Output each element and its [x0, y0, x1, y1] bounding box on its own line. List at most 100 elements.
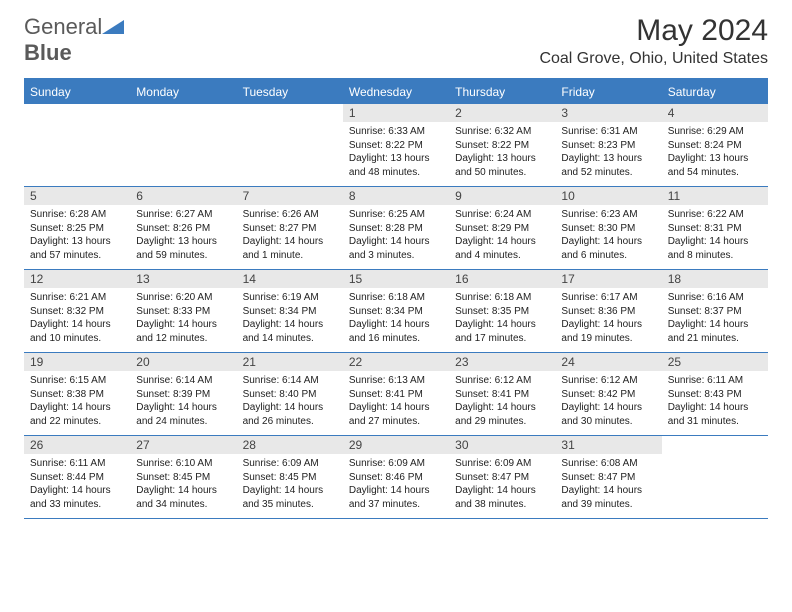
weekday-header: Sunday Monday Tuesday Wednesday Thursday… — [24, 80, 768, 104]
day-number: 28 — [237, 436, 343, 454]
weekday-label: Sunday — [24, 80, 130, 104]
day-number: 20 — [130, 353, 236, 371]
day-details — [237, 122, 343, 129]
day-number: 25 — [662, 353, 768, 371]
weekday-label: Tuesday — [237, 80, 343, 104]
weekday-label: Saturday — [662, 80, 768, 104]
day-number: 26 — [24, 436, 130, 454]
calendar-cell: 12Sunrise: 6:21 AMSunset: 8:32 PMDayligh… — [24, 270, 130, 352]
calendar-cell: 25Sunrise: 6:11 AMSunset: 8:43 PMDayligh… — [662, 353, 768, 435]
weekday-label: Monday — [130, 80, 236, 104]
calendar-cell — [24, 104, 130, 186]
day-number — [662, 436, 768, 454]
day-number: 10 — [555, 187, 661, 205]
calendar-cell: 1Sunrise: 6:33 AMSunset: 8:22 PMDaylight… — [343, 104, 449, 186]
page-title: May 2024 — [539, 14, 768, 48]
logo-part2: Blue — [24, 40, 72, 65]
day-details — [24, 122, 130, 129]
day-details — [130, 122, 236, 129]
day-details: Sunrise: 6:18 AMSunset: 8:34 PMDaylight:… — [343, 288, 449, 349]
calendar-cell — [662, 436, 768, 518]
calendar-cell: 7Sunrise: 6:26 AMSunset: 8:27 PMDaylight… — [237, 187, 343, 269]
day-details: Sunrise: 6:14 AMSunset: 8:39 PMDaylight:… — [130, 371, 236, 432]
day-details: Sunrise: 6:33 AMSunset: 8:22 PMDaylight:… — [343, 122, 449, 183]
day-number: 18 — [662, 270, 768, 288]
calendar-cell: 2Sunrise: 6:32 AMSunset: 8:22 PMDaylight… — [449, 104, 555, 186]
day-details: Sunrise: 6:12 AMSunset: 8:41 PMDaylight:… — [449, 371, 555, 432]
calendar-cell: 6Sunrise: 6:27 AMSunset: 8:26 PMDaylight… — [130, 187, 236, 269]
day-number: 23 — [449, 353, 555, 371]
day-number: 15 — [343, 270, 449, 288]
weekday-label: Friday — [555, 80, 661, 104]
day-number — [130, 104, 236, 122]
day-details: Sunrise: 6:10 AMSunset: 8:45 PMDaylight:… — [130, 454, 236, 515]
day-details: Sunrise: 6:27 AMSunset: 8:26 PMDaylight:… — [130, 205, 236, 266]
day-details: Sunrise: 6:25 AMSunset: 8:28 PMDaylight:… — [343, 205, 449, 266]
day-details: Sunrise: 6:29 AMSunset: 8:24 PMDaylight:… — [662, 122, 768, 183]
day-number: 22 — [343, 353, 449, 371]
calendar-cell: 23Sunrise: 6:12 AMSunset: 8:41 PMDayligh… — [449, 353, 555, 435]
day-number: 21 — [237, 353, 343, 371]
day-details: Sunrise: 6:23 AMSunset: 8:30 PMDaylight:… — [555, 205, 661, 266]
day-number: 9 — [449, 187, 555, 205]
calendar-cell: 8Sunrise: 6:25 AMSunset: 8:28 PMDaylight… — [343, 187, 449, 269]
day-number: 4 — [662, 104, 768, 122]
logo: General Blue — [24, 14, 124, 66]
calendar-cell: 5Sunrise: 6:28 AMSunset: 8:25 PMDaylight… — [24, 187, 130, 269]
day-details: Sunrise: 6:11 AMSunset: 8:43 PMDaylight:… — [662, 371, 768, 432]
day-number: 14 — [237, 270, 343, 288]
weeks-container: 1Sunrise: 6:33 AMSunset: 8:22 PMDaylight… — [24, 104, 768, 519]
day-details — [662, 454, 768, 461]
day-number: 27 — [130, 436, 236, 454]
title-block: May 2024 Coal Grove, Ohio, United States — [539, 14, 768, 68]
calendar-cell: 24Sunrise: 6:12 AMSunset: 8:42 PMDayligh… — [555, 353, 661, 435]
day-number: 29 — [343, 436, 449, 454]
day-number — [24, 104, 130, 122]
day-details: Sunrise: 6:19 AMSunset: 8:34 PMDaylight:… — [237, 288, 343, 349]
calendar-cell: 19Sunrise: 6:15 AMSunset: 8:38 PMDayligh… — [24, 353, 130, 435]
calendar-cell: 29Sunrise: 6:09 AMSunset: 8:46 PMDayligh… — [343, 436, 449, 518]
calendar-week: 12Sunrise: 6:21 AMSunset: 8:32 PMDayligh… — [24, 269, 768, 352]
day-details: Sunrise: 6:21 AMSunset: 8:32 PMDaylight:… — [24, 288, 130, 349]
calendar-cell: 15Sunrise: 6:18 AMSunset: 8:34 PMDayligh… — [343, 270, 449, 352]
day-details: Sunrise: 6:18 AMSunset: 8:35 PMDaylight:… — [449, 288, 555, 349]
day-details: Sunrise: 6:31 AMSunset: 8:23 PMDaylight:… — [555, 122, 661, 183]
day-number: 1 — [343, 104, 449, 122]
day-details: Sunrise: 6:12 AMSunset: 8:42 PMDaylight:… — [555, 371, 661, 432]
day-details: Sunrise: 6:15 AMSunset: 8:38 PMDaylight:… — [24, 371, 130, 432]
calendar-week: 19Sunrise: 6:15 AMSunset: 8:38 PMDayligh… — [24, 352, 768, 435]
weekday-label: Thursday — [449, 80, 555, 104]
day-number: 24 — [555, 353, 661, 371]
calendar-cell — [237, 104, 343, 186]
calendar-cell: 13Sunrise: 6:20 AMSunset: 8:33 PMDayligh… — [130, 270, 236, 352]
calendar-cell: 26Sunrise: 6:11 AMSunset: 8:44 PMDayligh… — [24, 436, 130, 518]
calendar: Sunday Monday Tuesday Wednesday Thursday… — [0, 78, 792, 519]
day-number: 6 — [130, 187, 236, 205]
day-details: Sunrise: 6:11 AMSunset: 8:44 PMDaylight:… — [24, 454, 130, 515]
calendar-cell: 11Sunrise: 6:22 AMSunset: 8:31 PMDayligh… — [662, 187, 768, 269]
day-number: 11 — [662, 187, 768, 205]
day-number: 12 — [24, 270, 130, 288]
calendar-cell: 28Sunrise: 6:09 AMSunset: 8:45 PMDayligh… — [237, 436, 343, 518]
day-number: 2 — [449, 104, 555, 122]
calendar-cell: 16Sunrise: 6:18 AMSunset: 8:35 PMDayligh… — [449, 270, 555, 352]
calendar-cell: 22Sunrise: 6:13 AMSunset: 8:41 PMDayligh… — [343, 353, 449, 435]
day-number — [237, 104, 343, 122]
calendar-cell: 3Sunrise: 6:31 AMSunset: 8:23 PMDaylight… — [555, 104, 661, 186]
day-details: Sunrise: 6:17 AMSunset: 8:36 PMDaylight:… — [555, 288, 661, 349]
logo-text: General Blue — [24, 14, 124, 66]
weekday-label: Wednesday — [343, 80, 449, 104]
calendar-cell: 21Sunrise: 6:14 AMSunset: 8:40 PMDayligh… — [237, 353, 343, 435]
calendar-cell: 17Sunrise: 6:17 AMSunset: 8:36 PMDayligh… — [555, 270, 661, 352]
location-text: Coal Grove, Ohio, United States — [539, 50, 768, 68]
day-number: 30 — [449, 436, 555, 454]
day-number: 5 — [24, 187, 130, 205]
calendar-cell: 9Sunrise: 6:24 AMSunset: 8:29 PMDaylight… — [449, 187, 555, 269]
day-details: Sunrise: 6:08 AMSunset: 8:47 PMDaylight:… — [555, 454, 661, 515]
day-number: 13 — [130, 270, 236, 288]
calendar-cell: 30Sunrise: 6:09 AMSunset: 8:47 PMDayligh… — [449, 436, 555, 518]
day-details: Sunrise: 6:13 AMSunset: 8:41 PMDaylight:… — [343, 371, 449, 432]
calendar-cell: 27Sunrise: 6:10 AMSunset: 8:45 PMDayligh… — [130, 436, 236, 518]
day-details: Sunrise: 6:22 AMSunset: 8:31 PMDaylight:… — [662, 205, 768, 266]
day-number: 17 — [555, 270, 661, 288]
